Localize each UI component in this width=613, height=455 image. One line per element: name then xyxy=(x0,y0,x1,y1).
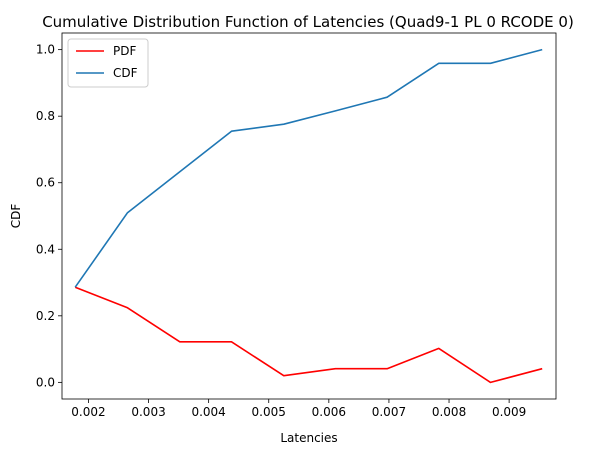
x-tick-label: 0.005 xyxy=(252,405,286,419)
y-axis-title: CDF xyxy=(9,204,23,229)
y-tick-label: 0.8 xyxy=(36,109,55,123)
x-tick-label: 0.006 xyxy=(312,405,346,419)
y-tick-label: 0.6 xyxy=(36,176,55,190)
y-tick-label: 0.0 xyxy=(36,375,55,389)
x-tick-label: 0.002 xyxy=(71,405,105,419)
chart-title: Cumulative Distribution Function of Late… xyxy=(42,13,574,31)
x-tick-label: 0.008 xyxy=(432,405,466,419)
x-tick-label: 0.009 xyxy=(492,405,526,419)
x-axis: 0.002 0.003 0.004 0.005 0.006 0.007 0.008 0.009 xyxy=(71,399,526,419)
series-line-pdf xyxy=(74,286,543,384)
y-tick-label: 0.2 xyxy=(36,309,55,323)
legend-label: CDF xyxy=(113,66,138,80)
x-tick-label: 0.003 xyxy=(131,405,165,419)
series-line-cdf xyxy=(74,48,543,288)
x-tick-label: 0.007 xyxy=(372,405,406,419)
plot-frame xyxy=(61,32,557,400)
series-layer xyxy=(74,48,543,384)
y-axis: 0.0 0.2 0.4 0.6 0.8 1.0 xyxy=(36,43,62,389)
x-tick-label: 0.004 xyxy=(191,405,225,419)
x-axis-title: Latencies xyxy=(280,431,337,445)
legend: PDF CDF xyxy=(67,38,149,88)
legend-label: PDF xyxy=(113,44,136,58)
y-tick-label: 1.0 xyxy=(36,43,55,57)
y-tick-label: 0.4 xyxy=(36,242,55,256)
